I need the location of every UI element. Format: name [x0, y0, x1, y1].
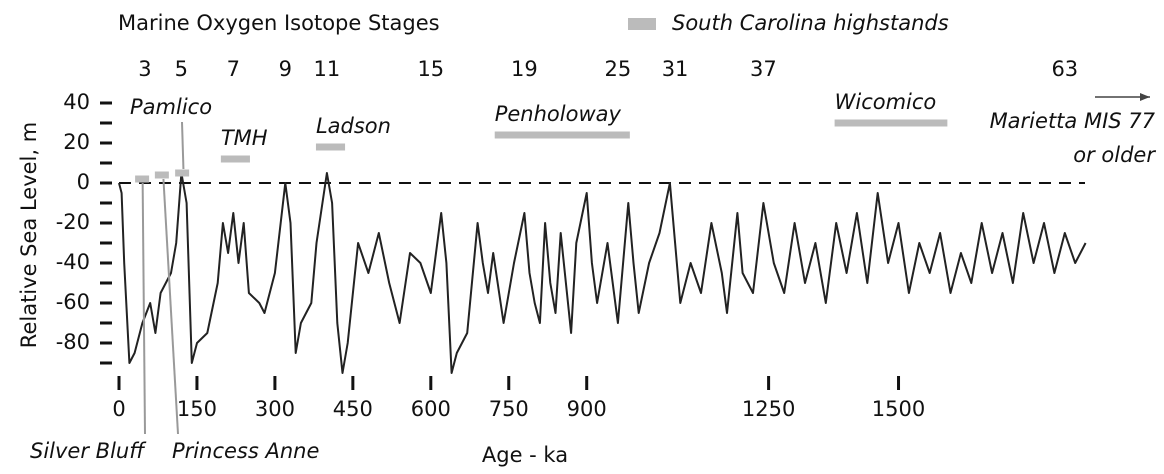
mis-stage-label: 9 [279, 57, 292, 81]
mis-stage-label: 15 [417, 57, 444, 81]
x-tick-label: 300 [255, 397, 295, 421]
highstand-label: Wicomico [835, 90, 937, 114]
mis-stage-label: 11 [314, 57, 341, 81]
legend-label: South Carolina highstands [672, 11, 949, 35]
y-tick-label: -80 [56, 330, 90, 354]
mis-stage-label: 25 [605, 57, 632, 81]
x-tick-label: 1500 [872, 397, 925, 421]
x-tick-label: 150 [177, 397, 217, 421]
x-tick-label: 450 [333, 397, 373, 421]
mis-stage-label: 5 [175, 57, 188, 81]
leader-line [141, 182, 146, 435]
y-tick-label: -40 [56, 250, 90, 274]
highstand-label: TMH [221, 126, 268, 150]
highstand-label: Ladson [316, 114, 391, 138]
highstand-label: Princess Anne [172, 439, 319, 463]
highstand-label: Silver Bluff [30, 439, 147, 463]
y-tick-label: 40 [63, 90, 90, 114]
x-axis-label: Age - ka [482, 443, 568, 467]
mis-stage-label: 7 [227, 57, 240, 81]
y-tick-label: 0 [77, 170, 90, 194]
x-tick-label: 1250 [742, 397, 795, 421]
chart-title: Marine Oxygen Isotope Stages [118, 11, 440, 35]
sea-level-line [118, 172, 1087, 374]
y-tick-label: 20 [63, 130, 90, 154]
mis-stage-label: 3 [138, 57, 151, 81]
older-note: Marietta MIS 77 [990, 109, 1156, 133]
highstand-label: Pamlico [130, 95, 212, 119]
mis-stage-label: 19 [511, 57, 538, 81]
highstand-label: Penholoway [495, 102, 622, 126]
mis-stage-label: 31 [662, 57, 689, 81]
leader-line [181, 121, 185, 170]
x-tick-label: 900 [567, 397, 607, 421]
y-tick-label: -60 [56, 290, 90, 314]
arrow-head [1140, 93, 1150, 101]
x-tick-label: 0 [112, 397, 125, 421]
leader-line [162, 178, 179, 435]
legend-swatch [628, 18, 656, 30]
mis-stage-label: 63 [1051, 57, 1078, 81]
mis-stage-label: 37 [750, 57, 777, 81]
y-tick-label: -20 [56, 210, 90, 234]
older-note: or older [1073, 143, 1156, 167]
y-axis-label: Relative Sea Level, m [17, 122, 41, 348]
x-tick-label: 750 [489, 397, 529, 421]
x-tick-label: 600 [411, 397, 451, 421]
